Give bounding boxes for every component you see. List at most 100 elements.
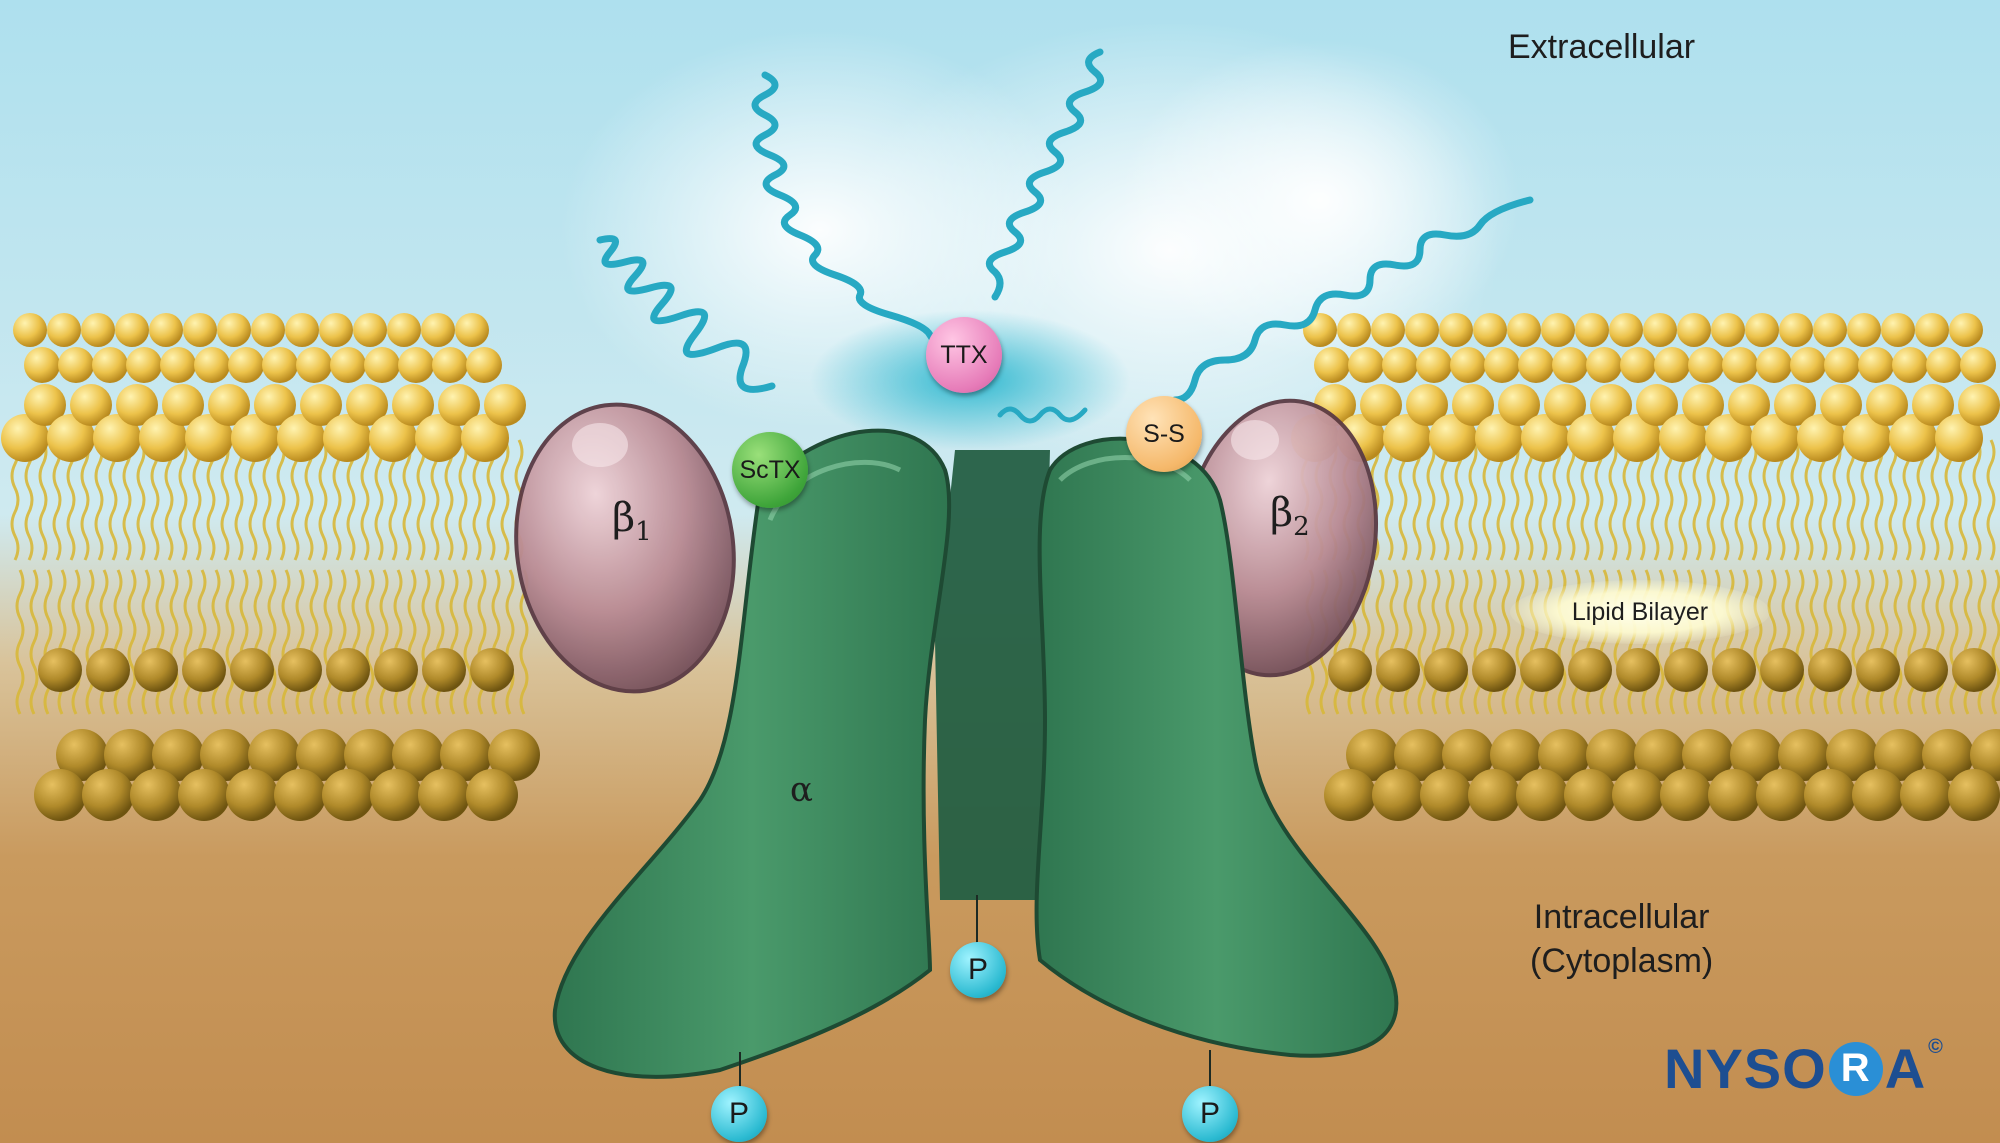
- lipid-head: [38, 648, 82, 692]
- lipid-head: [1843, 414, 1891, 462]
- lipid-tail: [1636, 439, 1646, 561]
- peptide-loop-4: [1171, 196, 1534, 404]
- lipid-head: [415, 414, 463, 462]
- lipid-head: [1575, 313, 1609, 347]
- lipid-tail: [1972, 439, 1982, 561]
- lipid-head: [1756, 347, 1792, 383]
- lipid-tail: [1580, 439, 1590, 561]
- lipid-tail: [178, 439, 188, 561]
- alpha-label: α: [790, 770, 813, 810]
- lipid-tail: [1767, 569, 1777, 715]
- lipid-tail: [379, 569, 389, 715]
- lipid-tail: [416, 439, 426, 561]
- lipid-tail: [127, 569, 137, 715]
- lipid-head: [162, 384, 204, 426]
- lipid-tail: [318, 439, 328, 561]
- lipid-tail: [1753, 569, 1763, 715]
- lipid-tail: [1608, 439, 1618, 561]
- lipid-head: [1609, 313, 1643, 347]
- lipid-head: [455, 313, 489, 347]
- lipid-tail: [1496, 439, 1506, 561]
- lipid-head: [1922, 729, 1974, 781]
- intracellular-label: Intracellular (Cytoplasm): [1530, 895, 1713, 983]
- beta1-subunit: [514, 402, 736, 694]
- lipid-head: [392, 384, 434, 426]
- lipid-head: [369, 414, 417, 462]
- lipid-tail: [360, 439, 370, 561]
- lipid-tail: [346, 439, 356, 561]
- lipid-head: [319, 313, 353, 347]
- lipid-head: [1659, 414, 1707, 462]
- lipid-tail: [1795, 569, 1805, 715]
- lipid-head: [1450, 347, 1486, 383]
- lipid-tail: [1832, 439, 1842, 561]
- lipid-head: [1643, 313, 1677, 347]
- lipid-head: [1567, 414, 1615, 462]
- lipid-tail: [1440, 439, 1450, 561]
- lipid-tail: [1361, 569, 1371, 715]
- lipid-tail: [449, 569, 459, 715]
- lipid-head: [183, 313, 217, 347]
- lipid-tail: [183, 569, 193, 715]
- lipid-head: [13, 313, 47, 347]
- beta2-subscript: 2: [1293, 512, 1310, 542]
- lipid-head: [1960, 347, 1996, 383]
- lipid-tail: [444, 439, 454, 561]
- lipid-head: [1452, 384, 1494, 426]
- lipid-head: [47, 313, 81, 347]
- lipid-tail: [169, 569, 179, 715]
- lipid-head: [440, 729, 492, 781]
- lipid-head: [1498, 384, 1540, 426]
- lipid-tail: [1734, 439, 1744, 561]
- lipid-head: [1935, 414, 1983, 462]
- lipid-head: [461, 414, 509, 462]
- lipid-head: [1688, 347, 1724, 383]
- lipid-head: [300, 384, 342, 426]
- lipid-tail: [1706, 439, 1716, 561]
- lipid-head: [1778, 729, 1830, 781]
- lipid-head: [226, 769, 278, 821]
- lipid-head: [194, 347, 230, 383]
- lipid-tail: [1991, 569, 2000, 715]
- lipid-heads-top: [1, 384, 2000, 462]
- lipid-head: [82, 769, 134, 821]
- lipid-head: [1516, 769, 1568, 821]
- lipid-head: [1889, 414, 1937, 462]
- sctx-badge: ScTX: [732, 432, 808, 508]
- lipid-head: [296, 347, 332, 383]
- lipid-head: [47, 414, 95, 462]
- lipid-tail: [1776, 439, 1786, 561]
- lipid-head: [1677, 313, 1711, 347]
- lipid-head: [1620, 347, 1656, 383]
- beta2-label: β2: [1270, 490, 1310, 542]
- lipid-tail: [1398, 439, 1408, 561]
- lipid-head: [1472, 648, 1516, 692]
- lipid-head: [1904, 648, 1948, 692]
- lipid-tail: [1384, 439, 1394, 561]
- lipid-tail: [500, 439, 510, 561]
- lipid-tail: [1851, 569, 1861, 715]
- lipid-tail: [430, 439, 440, 561]
- lipid-head: [1682, 384, 1724, 426]
- lipid-head: [1705, 414, 1753, 462]
- lipid-tail: [1949, 569, 1959, 715]
- lipid-head: [1660, 769, 1712, 821]
- lipid-tail: [141, 569, 151, 715]
- lipid-head: [466, 769, 518, 821]
- lipid-head: [432, 347, 468, 383]
- lipid-head: [262, 347, 298, 383]
- lipid-head: [1711, 313, 1745, 347]
- lipid-tail: [332, 439, 342, 561]
- lipid-tail: [374, 439, 384, 561]
- lipid-tail: [1375, 569, 1385, 715]
- lipid-head: [1820, 384, 1862, 426]
- lipid-head: [370, 769, 422, 821]
- lipid-head: [1900, 769, 1952, 821]
- lipid-tail: [234, 439, 244, 561]
- lipid-head: [1866, 384, 1908, 426]
- lipid-tail: [113, 569, 123, 715]
- lipid-head: [231, 414, 279, 462]
- lipid-tail: [164, 439, 174, 561]
- lipid-head: [1852, 769, 1904, 821]
- lipid-head: [1634, 729, 1686, 781]
